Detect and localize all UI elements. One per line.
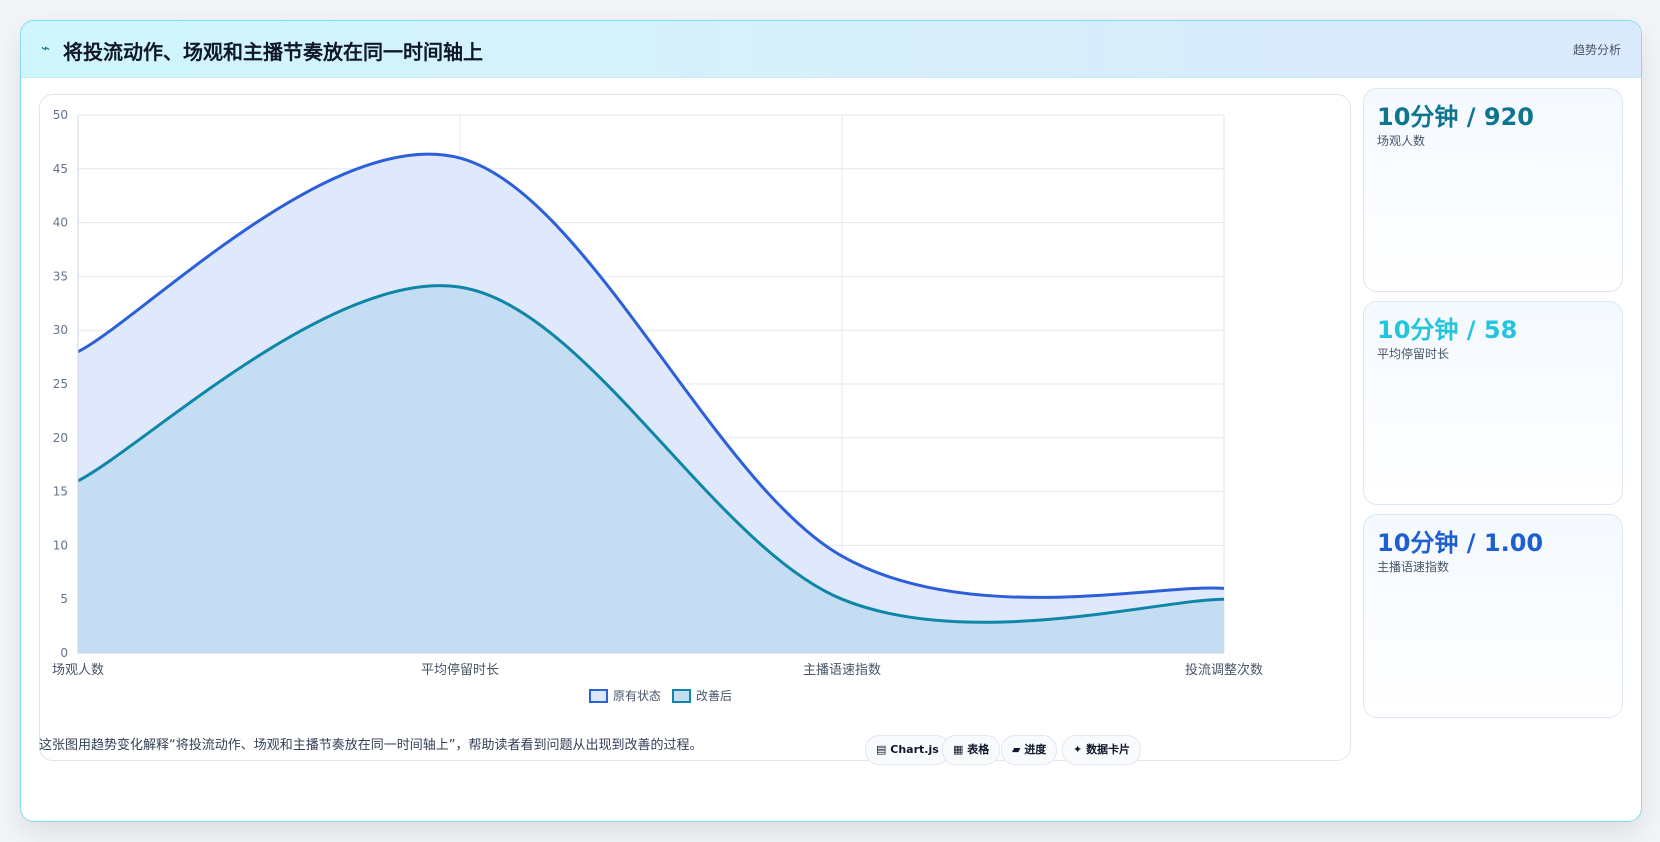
table-icon: ▦: [953, 743, 964, 756]
tag-data-card[interactable]: ✦ 数据卡片: [1062, 735, 1142, 765]
sparkline-icon: ⌁: [41, 39, 51, 57]
tag-progress[interactable]: ▰ 进度: [1001, 735, 1058, 765]
y-tick-label: 45: [53, 162, 68, 176]
x-tick-label: 平均停留时长: [421, 662, 499, 678]
tag-chartjs[interactable]: ▤ Chart.js: [865, 735, 950, 765]
tag-table[interactable]: ▦ 表格: [942, 735, 1001, 765]
series-line-1: [77, 152, 1225, 599]
legend-label-2: 改善后: [696, 688, 732, 703]
stat-card-2: 10分钟 / 58 平均停留时长: [1363, 301, 1623, 505]
y-tick-label: 35: [53, 269, 68, 283]
header-tag: 趋势分析: [1572, 43, 1621, 57]
progress-icon: ▰: [1012, 743, 1021, 756]
y-tick-label: 0: [60, 646, 68, 660]
chart-caption: 这张图用趋势变化解释“将投流动作、场观和主播节奏放在同一时间轴上”，帮助读者看到…: [39, 738, 703, 753]
card-icon: ✦: [1073, 743, 1083, 756]
stat-value: 10分钟 / 1.00: [1377, 529, 1544, 557]
series-line-2: [77, 284, 1225, 624]
tag-label: Chart.js: [890, 743, 939, 756]
y-tick-label: 15: [53, 485, 68, 499]
y-tick-label: 10: [53, 538, 68, 552]
stat-label: 场观人数: [1377, 134, 1426, 148]
chart-icon: ▤: [876, 743, 887, 756]
legend-label-1: 原有状态: [613, 689, 661, 703]
y-tick-label: 40: [53, 216, 68, 230]
line-chart: 0 5 10 15 20 25 30 35 40 45 50 场观人数 平均停留时长 主播语速指数 投流调整…: [52, 108, 1263, 703]
tag-label: 数据卡片: [1086, 743, 1131, 756]
page-title: 将投流动作、场观和主播节奏放在同一时间轴上: [63, 40, 483, 64]
tag-label: 表格: [967, 743, 990, 756]
legend-swatch-1: [589, 689, 608, 703]
legend-swatch-2: [672, 689, 691, 703]
y-tick-label: 50: [53, 108, 68, 122]
y-tick-label: 20: [53, 431, 68, 445]
stat-label: 主播语速指数: [1377, 560, 1450, 574]
y-tick-label: 25: [53, 377, 68, 391]
series-area-2: [78, 285, 1224, 653]
dashboard-card: ⌁ 将投流动作、场观和主播节奏放在同一时间轴上 趋势分析 0 5 10 15 20 25 3…: [20, 20, 1642, 822]
card-header: ⌁ 将投流动作、场观和主播节奏放在同一时间轴上 趋势分析: [21, 21, 1641, 78]
y-tick-label: 30: [53, 323, 68, 337]
stat-value: 10分钟 / 920: [1377, 103, 1534, 131]
chart-panel: 0 5 10 15 20 25 30 35 40 45 50 场观人数 平均停留时长 主播语速指数 投流调整…: [39, 94, 1351, 761]
stat-card-3: 10分钟 / 1.00 主播语速指数: [1363, 514, 1623, 718]
tag-label: 进度: [1024, 743, 1047, 756]
stat-value: 10分钟 / 58: [1377, 316, 1518, 344]
x-tick-label: 投流调整次数: [1185, 662, 1263, 678]
stat-card-1: 10分钟 / 920 场观人数: [1363, 88, 1623, 292]
stat-label: 平均停留时长: [1377, 347, 1450, 361]
x-tick-label: 主播语速指数: [803, 663, 881, 678]
x-tick-label: 场观人数: [52, 663, 104, 678]
y-tick-label: 5: [60, 592, 68, 606]
